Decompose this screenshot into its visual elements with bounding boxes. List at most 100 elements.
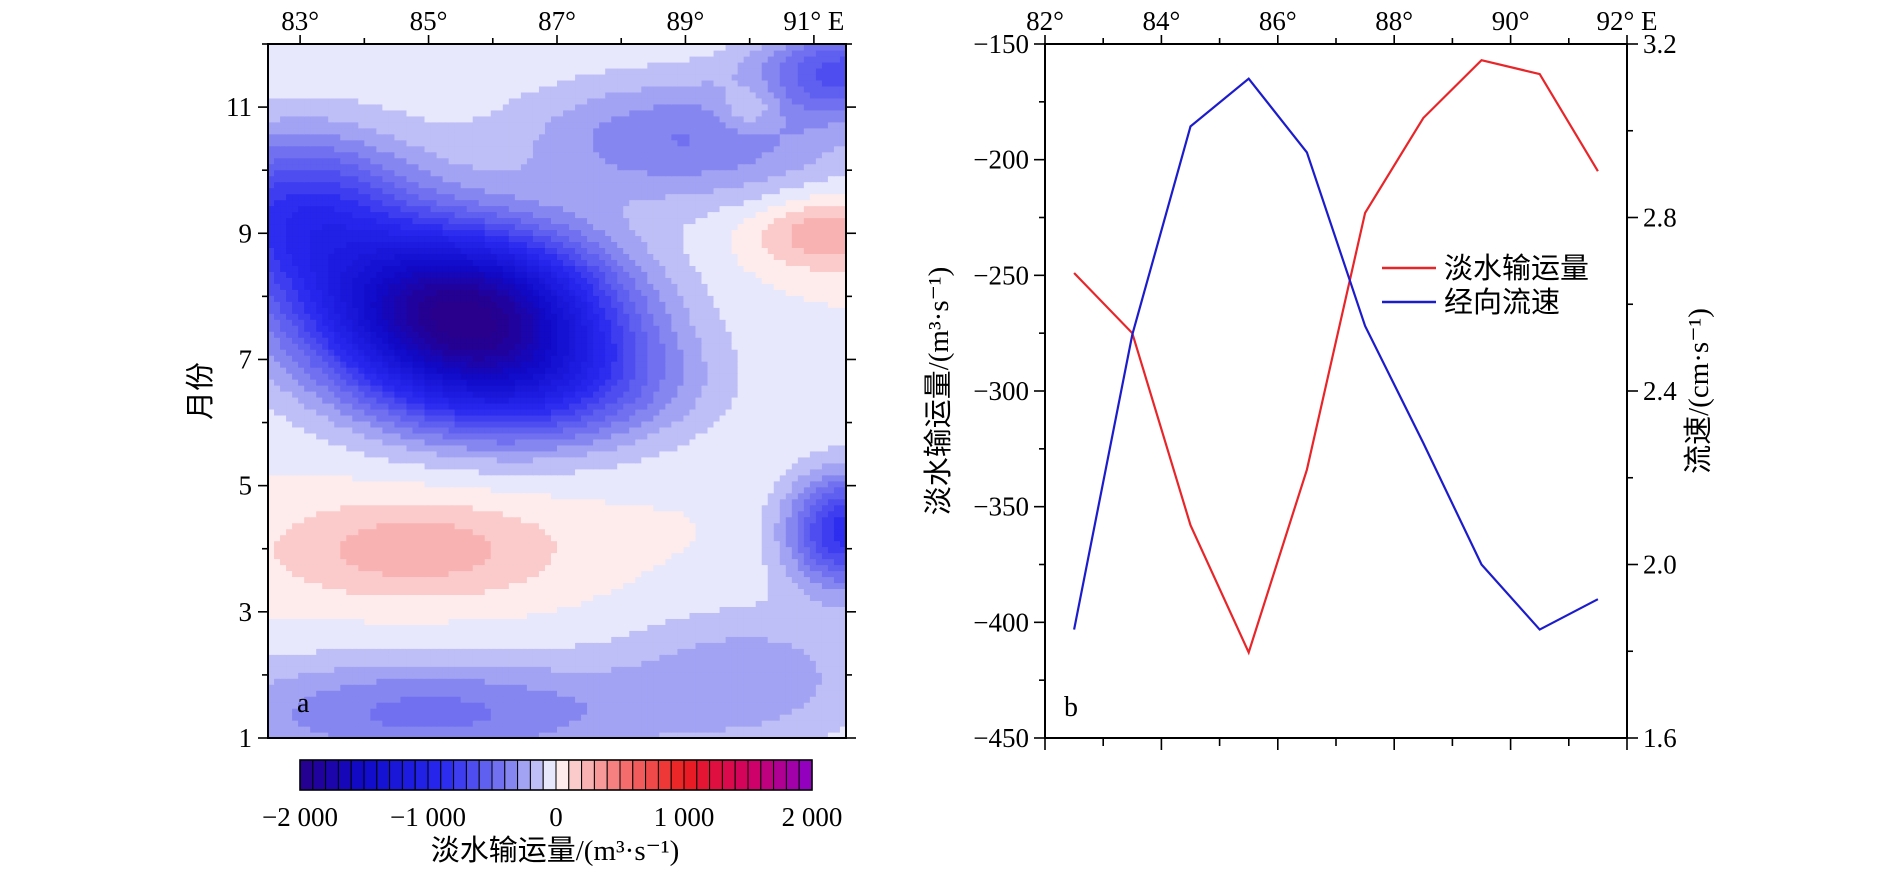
heatmap-cell xyxy=(292,612,299,619)
heatmap-cell xyxy=(641,540,648,548)
heatmap-cell xyxy=(599,654,606,661)
heatmap-cell xyxy=(478,558,486,566)
heatmap-cell xyxy=(400,612,408,619)
heatmap-cell xyxy=(520,444,528,452)
heatmap-cell xyxy=(611,576,618,584)
heatmap-cell xyxy=(316,714,323,721)
heatmap-cell xyxy=(683,702,691,709)
heatmap-cell xyxy=(466,534,474,542)
heatmap-cell xyxy=(557,678,564,685)
heatmap-cell xyxy=(827,636,835,643)
heatmap-cell xyxy=(599,504,606,512)
heatmap-cell xyxy=(587,522,594,530)
heatmap-cell xyxy=(520,456,528,464)
heatmap-cell xyxy=(460,426,468,434)
heatmap-cell xyxy=(496,726,504,733)
heatmap-cell xyxy=(514,522,522,530)
heatmap-cell xyxy=(352,696,359,703)
heatmap-cell xyxy=(412,456,420,464)
heatmap-cell xyxy=(815,462,823,470)
heatmap-cell xyxy=(466,636,474,643)
heatmap-cell xyxy=(436,636,444,643)
heatmap-cell xyxy=(478,480,486,488)
heatmap-cell xyxy=(328,624,335,631)
heatmap-cell xyxy=(815,612,823,619)
heatmap-cell xyxy=(418,450,426,458)
heatmap-cell xyxy=(791,624,799,631)
heatmap-cell xyxy=(797,612,805,619)
heatmap-cell xyxy=(737,522,745,530)
heatmap-cell xyxy=(286,522,293,530)
heatmap-cell xyxy=(725,588,733,596)
heatmap-cell xyxy=(442,606,450,613)
heatmap-cell xyxy=(581,606,588,613)
heatmap-cell xyxy=(827,558,835,566)
heatmap-cell xyxy=(701,570,709,578)
heatmap-cell xyxy=(599,438,606,446)
heatmap-cell xyxy=(821,438,829,446)
heatmap-cell xyxy=(785,732,793,738)
heatmap-cell xyxy=(394,720,402,727)
heatmap-cell xyxy=(791,618,799,625)
heatmap-cell xyxy=(436,564,444,572)
heatmap-cell xyxy=(502,588,510,596)
heatmap-cell xyxy=(514,612,522,619)
heatmap-cell xyxy=(683,660,691,667)
heatmap-cell xyxy=(725,564,733,572)
heatmap-cell xyxy=(532,516,540,524)
heatmap-cell xyxy=(779,654,787,661)
heatmap-cell xyxy=(755,480,763,488)
heatmap-cell xyxy=(665,726,672,733)
heatmap-cell xyxy=(406,492,414,500)
heatmap-cell xyxy=(761,456,769,464)
heatmap-cell xyxy=(550,696,558,703)
heatmap-cell xyxy=(394,516,402,524)
heatmap-cell xyxy=(526,726,534,733)
heatmap-cell xyxy=(280,474,287,482)
heatmap-cell xyxy=(581,480,588,488)
heatmap-cell xyxy=(713,684,721,691)
heatmap-cell xyxy=(569,462,576,470)
heatmap-cell xyxy=(809,582,817,590)
heatmap-cell xyxy=(785,654,793,661)
heatmap-cell xyxy=(550,516,558,524)
heatmap-cell xyxy=(346,600,353,607)
heatmap-cell xyxy=(340,660,347,667)
heatmap-cell xyxy=(821,690,829,697)
heatmap-cell xyxy=(827,714,835,721)
heatmap-cell xyxy=(617,672,624,679)
heatmap-cell xyxy=(809,474,817,482)
heatmap-cell xyxy=(388,450,396,458)
heatmap-cell xyxy=(827,480,835,488)
heatmap-cell xyxy=(653,600,660,607)
heatmap-cell xyxy=(298,720,305,727)
heatmap-cell xyxy=(412,546,420,554)
heatmap-cell xyxy=(659,630,666,637)
heatmap-cell xyxy=(761,486,769,494)
heatmap-cell xyxy=(731,624,739,631)
heatmap-cell xyxy=(641,606,648,613)
heatmap-cell xyxy=(502,456,510,464)
heatmap-cell xyxy=(791,678,799,685)
heatmap-cell xyxy=(472,696,480,703)
heatmap-cell xyxy=(785,510,793,518)
heatmap-cell xyxy=(364,450,371,458)
heatmap-cell xyxy=(268,468,275,476)
heatmap-cell xyxy=(689,696,697,703)
heatmap-cell xyxy=(665,606,672,613)
heatmap-cell xyxy=(647,462,654,470)
heatmap-cell xyxy=(370,504,377,512)
heatmap-cell xyxy=(532,636,540,643)
heatmap-cell xyxy=(418,636,426,643)
heatmap-cell xyxy=(593,540,600,548)
heatmap-cell xyxy=(526,426,534,434)
heatmap-cell xyxy=(544,612,552,619)
heatmap-cell xyxy=(460,558,468,566)
heatmap-cell xyxy=(340,486,347,494)
heatmap-cell xyxy=(797,636,805,643)
heatmap-cell xyxy=(352,654,359,661)
heatmap-cell xyxy=(268,660,275,667)
heatmap-cell xyxy=(635,516,642,524)
heatmap-cell xyxy=(508,588,516,596)
heatmap-cell xyxy=(629,492,636,500)
